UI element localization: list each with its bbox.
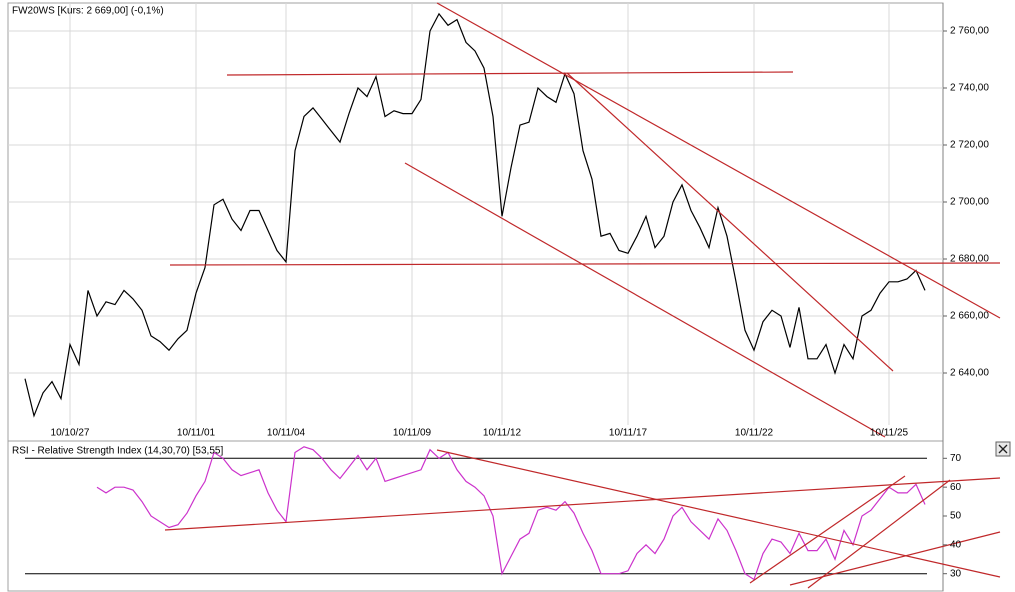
trend-line	[226, 71, 794, 76]
y-tick-label: 2 740,00	[950, 83, 989, 94]
trend-line	[164, 477, 1001, 531]
x-tick-label: 10/11/17	[609, 428, 648, 439]
trend-line	[436, 2, 1001, 319]
price-line	[24, 12, 926, 418]
y-tick-label: 60	[950, 482, 962, 493]
y-tick-label: 2 700,00	[950, 197, 989, 208]
trend-line	[566, 72, 894, 372]
y-tick-label: 2 720,00	[950, 140, 989, 151]
close-button[interactable]	[995, 441, 1011, 457]
trend-line	[749, 475, 906, 584]
x-tick-label: 10/11/12	[483, 428, 522, 439]
x-tick-label: 10/11/01	[177, 428, 216, 439]
y-tick-label: 40	[950, 539, 962, 550]
trend-line	[169, 262, 1001, 266]
y-tick-label: 2 640,00	[950, 368, 989, 379]
x-tick-label: 10/10/27	[51, 428, 90, 439]
chart-title: FW20WS [Kurs: 2 669,00] (-0,1%)	[12, 6, 164, 17]
rsi-panel	[7, 440, 944, 592]
trend-line	[404, 162, 886, 438]
y-tick-label: 30	[950, 568, 962, 579]
price-panel	[7, 2, 944, 442]
y-tick-label: 2 680,00	[950, 254, 989, 265]
series	[24, 12, 926, 581]
trend-line	[789, 531, 1001, 586]
trend-lines	[164, 2, 1001, 589]
x-tick-label: 10/11/25	[870, 428, 909, 439]
x-tick-label: 10/11/09	[393, 428, 432, 439]
y-tick-label: 2 760,00	[950, 26, 989, 37]
y-tick-label: 50	[950, 511, 962, 522]
price-line	[96, 446, 926, 581]
y-tick-label: 2 660,00	[950, 311, 989, 322]
x-tick-label: 10/11/22	[735, 428, 774, 439]
close-icon[interactable]	[998, 444, 1008, 454]
chart-title: RSI - Relative Strength Index (14,30,70)…	[12, 446, 223, 457]
trend-line	[807, 479, 951, 589]
x-tick-label: 10/11/04	[267, 428, 306, 439]
y-tick-label: 70	[950, 453, 962, 464]
